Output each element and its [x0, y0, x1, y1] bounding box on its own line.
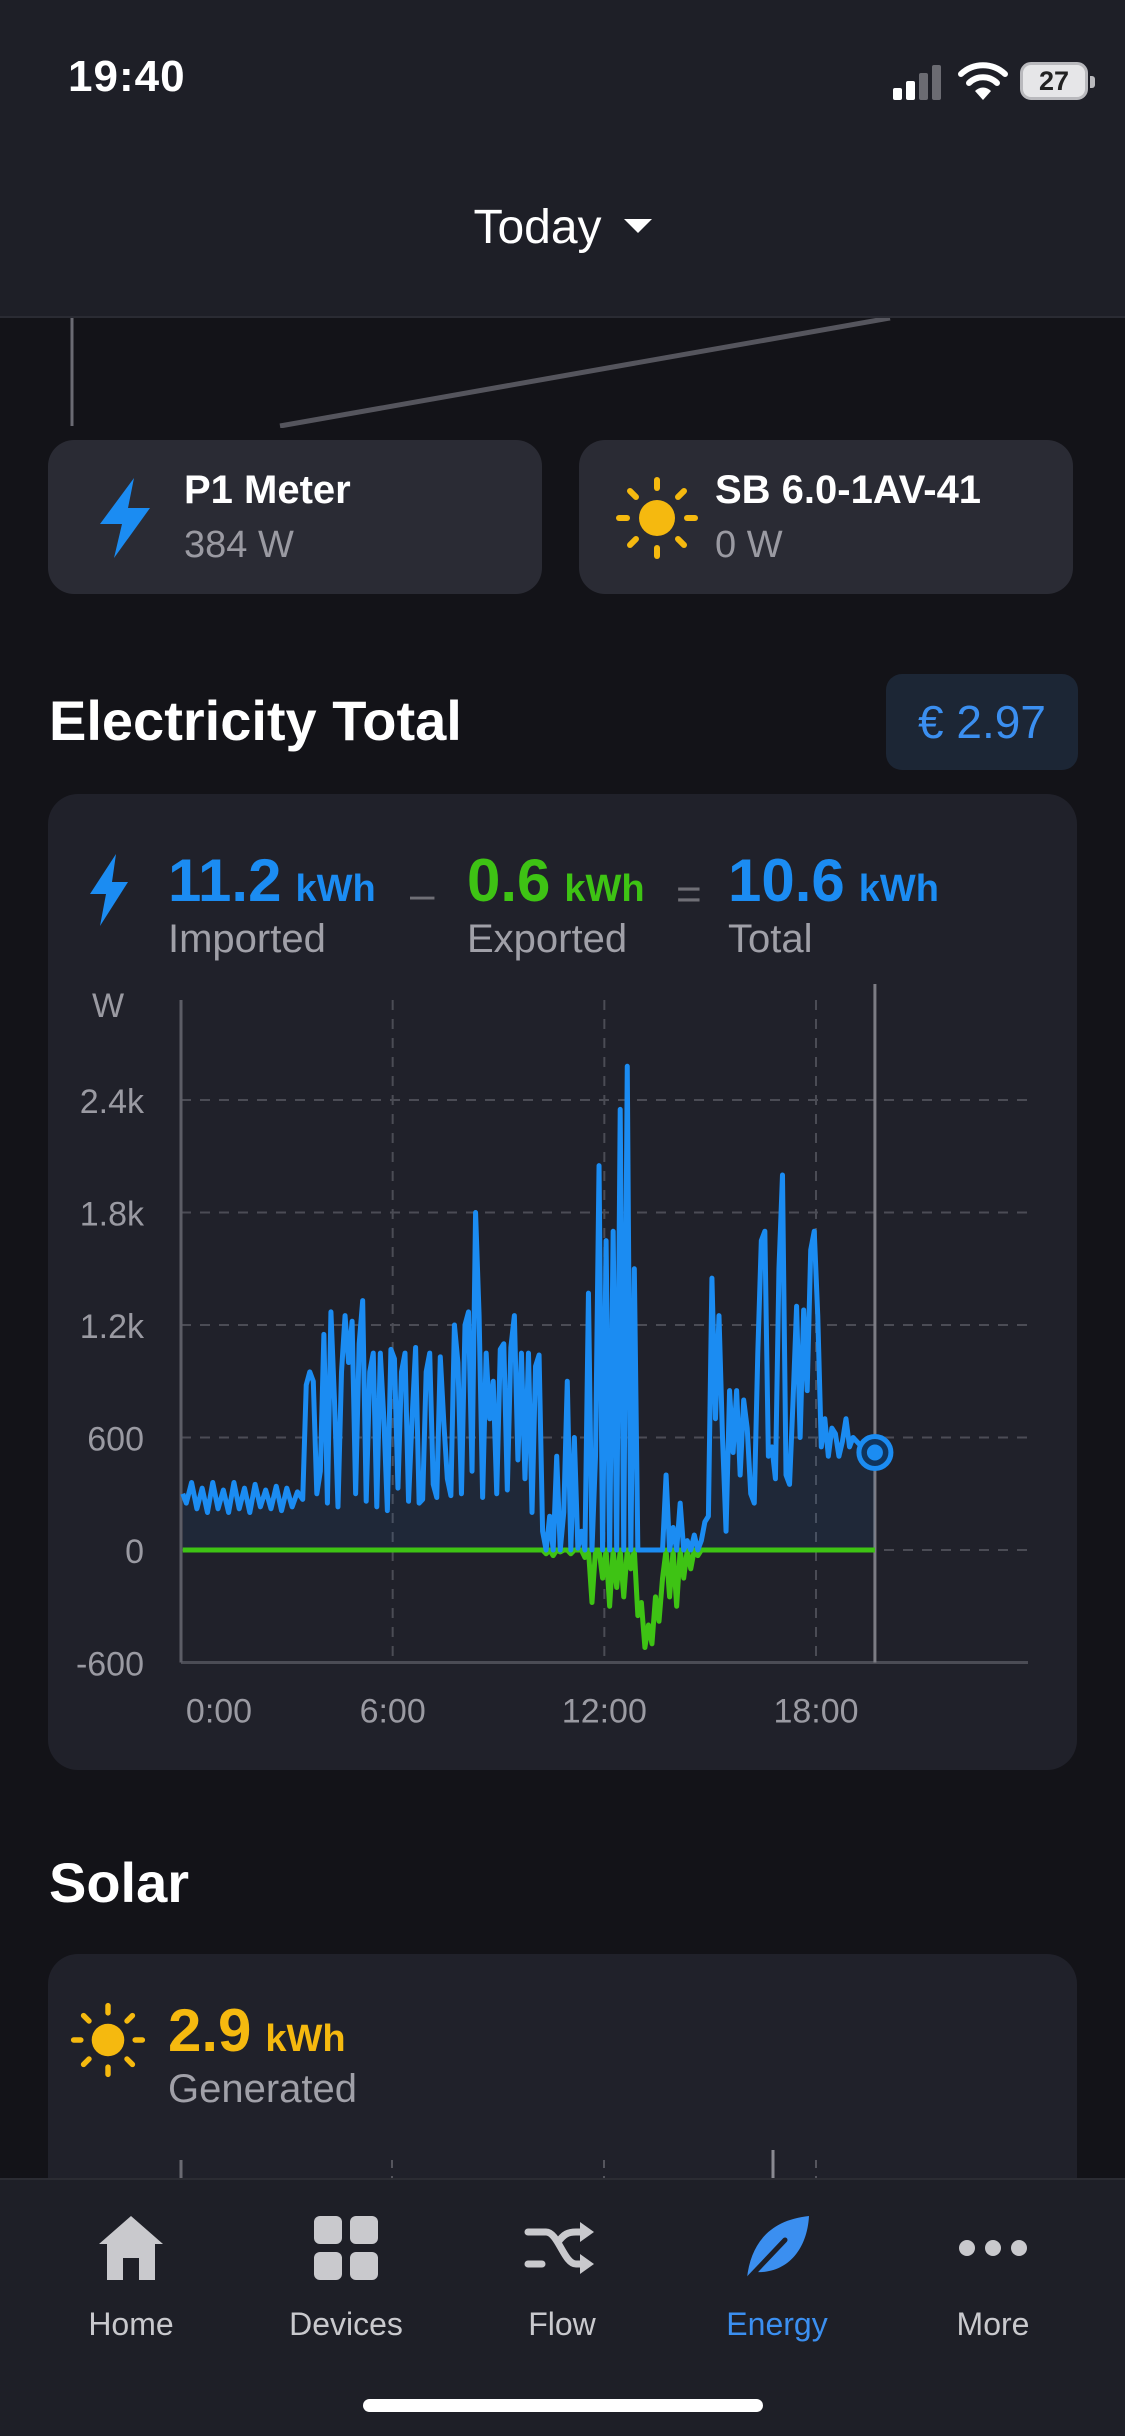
wifi-icon	[958, 62, 1008, 100]
sun-icon	[70, 2002, 146, 2078]
tab-energy[interactable]: Energy	[677, 2208, 877, 2343]
tab-more[interactable]: More	[893, 2208, 1093, 2343]
generated-label: Generated	[168, 2067, 358, 2111]
minus-sign: –	[410, 870, 435, 919]
exported-stat: 0.6 kWh Exported	[467, 846, 645, 962]
lightning-icon	[90, 854, 128, 926]
x-tick-label: 12:00	[562, 1693, 647, 1731]
leaf-icon	[746, 2216, 809, 2281]
tab-label: Flow	[528, 2306, 596, 2342]
exported-label: Exported	[467, 917, 628, 961]
y-tick-label: 1.8k	[80, 1196, 145, 1234]
tab-label: Home	[88, 2306, 174, 2342]
y-axis-unit: W	[92, 987, 124, 1025]
period-selector[interactable]: Today	[0, 200, 1125, 255]
total-unit: kWh	[858, 868, 939, 910]
status-time: 19:40	[68, 52, 186, 101]
device-name: SB 6.0-1AV-41	[715, 468, 982, 512]
imported-unit: kWh	[295, 868, 376, 910]
x-tick-label: 6:00	[360, 1693, 426, 1731]
current-point-marker	[866, 1444, 883, 1461]
import-series-line	[180, 1063, 875, 1553]
home-icon	[99, 2216, 163, 2280]
y-tick-label: 1.2k	[80, 1308, 145, 1346]
solar-section-title: Solar	[49, 1851, 190, 1914]
total-label: Total	[728, 917, 813, 961]
power-chart[interactable]: 2.4k 1.8k 1.2k 600 0 -600 W 0:00 6:00 12:00 18:00	[48, 970, 1077, 1750]
tab-label: More	[956, 2306, 1030, 2342]
generated-stat: 2.9 kWh Generated	[168, 1996, 357, 2112]
tab-bar: Home Devices Flow	[0, 2178, 1125, 2436]
generated-value: 2.9	[168, 1997, 252, 2064]
device-card-p1-meter[interactable]: P1 Meter 384 W	[48, 440, 542, 594]
y-tick-label: 0	[125, 1533, 144, 1571]
solar-card[interactable]	[48, 1954, 1077, 2214]
period-label: Today	[473, 201, 602, 254]
tab-devices[interactable]: Devices	[246, 2208, 446, 2343]
exported-unit: kWh	[564, 868, 645, 910]
y-tick-label: 2.4k	[80, 1083, 145, 1121]
x-tick-label: 18:00	[773, 1693, 858, 1731]
imported-value: 11.2	[168, 847, 282, 914]
tab-label: Energy	[726, 2306, 828, 2342]
x-tick-label: 0:00	[186, 1693, 252, 1731]
tab-label: Devices	[289, 2306, 403, 2342]
tab-home[interactable]: Home	[31, 2208, 231, 2343]
total-stat: 10.6 kWh Total	[728, 846, 939, 962]
imported-label: Imported	[168, 917, 326, 961]
sun-icon	[616, 477, 698, 559]
cellular-signal-icon	[893, 64, 945, 100]
generated-unit: kWh	[265, 2018, 346, 2060]
imported-stat: 11.2 kWh Imported	[168, 846, 376, 962]
device-value: 0 W	[715, 524, 783, 566]
battery-indicator: 27	[1020, 62, 1095, 100]
total-value: 10.6	[728, 847, 845, 914]
y-tick-label: 600	[87, 1421, 144, 1459]
cost-badge[interactable]: € 2.97	[886, 674, 1078, 770]
electricity-section-title: Electricity Total	[49, 689, 462, 752]
exported-value: 0.6	[467, 847, 551, 914]
scrolled-chart-remnant	[70, 318, 891, 428]
export-series-line	[182, 1547, 875, 1650]
tab-flow[interactable]: Flow	[462, 2208, 662, 2343]
caret-down-icon	[623, 219, 652, 234]
more-icon	[959, 2240, 1027, 2256]
device-name: P1 Meter	[184, 468, 351, 512]
grid-icon	[314, 2216, 378, 2280]
equals-sign: =	[676, 870, 702, 919]
top-bar: 19:40 27 Today	[0, 0, 1125, 318]
electricity-card[interactable]	[48, 794, 1077, 1770]
device-value: 384 W	[184, 524, 294, 566]
home-indicator	[363, 2399, 763, 2412]
device-card-solar-inverter[interactable]: SB 6.0-1AV-41 0 W	[579, 440, 1073, 594]
lightning-icon	[100, 478, 150, 558]
shuffle-icon	[524, 2222, 594, 2274]
y-tick-label: -600	[76, 1646, 144, 1684]
